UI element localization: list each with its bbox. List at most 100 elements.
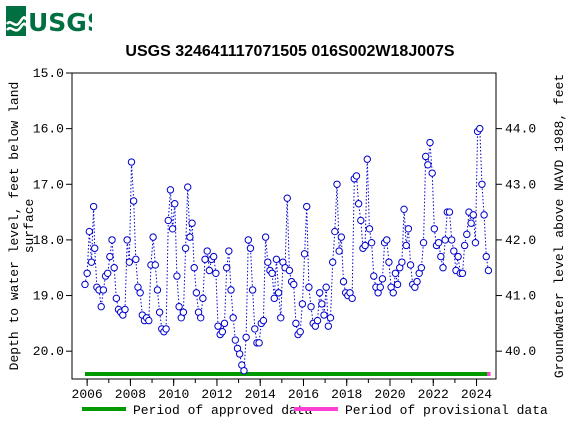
data-point: [220, 319, 229, 328]
data-point: [296, 328, 304, 336]
data-point: [199, 294, 207, 303]
right-tick-label: 40.0: [505, 344, 536, 359]
data-point: [203, 247, 211, 255]
data-point: [261, 233, 270, 241]
data-point: [272, 255, 281, 264]
data-point: [406, 261, 415, 269]
data-point: [214, 322, 222, 330]
data-point: [83, 269, 91, 277]
data-point: [290, 280, 298, 289]
data-point: [484, 266, 493, 275]
data-point: [337, 233, 346, 241]
data-point: [307, 302, 315, 311]
data-point: [246, 244, 255, 252]
data-point: [385, 258, 393, 266]
data-point: [197, 314, 205, 322]
data-point: [467, 219, 475, 227]
data-point: [303, 202, 311, 211]
data-point: [363, 155, 371, 163]
data-point: [313, 316, 322, 325]
data-point: [248, 286, 257, 294]
data-point: [87, 258, 96, 266]
data-point: [480, 211, 488, 219]
data-point: [376, 283, 384, 291]
data-point: [365, 225, 374, 233]
data-point: [205, 266, 214, 275]
data-point: [222, 264, 231, 272]
left-tick-label: 18.0: [33, 233, 64, 248]
data-point: [428, 169, 436, 177]
data-point: [181, 244, 190, 252]
data-point: [91, 244, 99, 252]
data-point: [186, 233, 194, 241]
data-point: [171, 200, 179, 208]
right-tick-label: 44.0: [505, 122, 536, 137]
data-point: [378, 275, 387, 283]
x-tick-label: 2018: [331, 387, 362, 402]
data-point: [447, 236, 456, 244]
right-tick-label: 42.0: [505, 233, 536, 248]
data-point: [212, 269, 220, 277]
data-point: [97, 302, 105, 311]
data-point: [123, 236, 131, 244]
data-point: [419, 238, 428, 247]
data-point: [320, 311, 328, 319]
data-point: [434, 238, 443, 247]
data-point: [463, 230, 471, 239]
data-point: [244, 236, 253, 244]
data-point: [229, 314, 237, 322]
data-point: [164, 216, 172, 225]
approved-period-bar: [84, 372, 488, 376]
right-axis: 44.0 43.0 42.0 41.0 40.0: [496, 122, 536, 359]
x-tick-label: 2008: [115, 387, 146, 402]
data-point: [324, 322, 333, 330]
data-point: [112, 294, 121, 303]
x-axis: 2006 2008 2010 2012 2014 2016 2018 2020 2022 2024: [72, 379, 492, 402]
data-point: [242, 333, 250, 341]
data-point: [389, 289, 397, 297]
data-point: [255, 339, 263, 347]
data-point: [121, 305, 129, 314]
data-point: [335, 247, 343, 255]
data-point: [421, 152, 430, 161]
x-tick-label: 2010: [158, 387, 189, 402]
data-point: [430, 225, 439, 233]
data-point: [471, 238, 480, 247]
data-point: [184, 183, 192, 191]
data-point: [127, 158, 136, 166]
data-point: [339, 277, 348, 286]
data-point: [460, 241, 469, 250]
data-point: [201, 255, 209, 264]
left-axis-title-line2: surface: [22, 199, 37, 254]
data-point: [357, 216, 365, 225]
data-point: [404, 225, 413, 233]
data-point: [367, 238, 376, 247]
data-point: [209, 252, 218, 261]
data-point: [235, 350, 244, 358]
data-point: [227, 286, 235, 294]
data-point: [268, 269, 276, 277]
data-point: [129, 197, 138, 205]
data-point: [162, 325, 170, 333]
x-tick-label: 2022: [418, 387, 449, 402]
data-point: [231, 336, 240, 344]
data-point: [298, 300, 307, 308]
x-tick-label: 2024: [461, 387, 492, 402]
data-point: [218, 328, 227, 336]
data-point: [179, 308, 188, 316]
right-tick-label: 43.0: [505, 177, 536, 192]
left-tick-label: 17.0: [33, 177, 64, 192]
right-axis-title: Groundwater level above NAVD 1988, feet: [552, 74, 567, 378]
data-point: [166, 186, 175, 194]
data-point: [110, 264, 118, 272]
data-point: [168, 225, 177, 233]
data-point: [188, 219, 196, 227]
data-point: [417, 264, 426, 272]
left-tick-label: 15.0: [33, 66, 64, 81]
data-point: [413, 277, 421, 286]
data-point: [132, 255, 140, 264]
data-point: [441, 236, 449, 244]
x-tick-label: 2012: [201, 387, 232, 402]
data-point: [454, 252, 462, 261]
